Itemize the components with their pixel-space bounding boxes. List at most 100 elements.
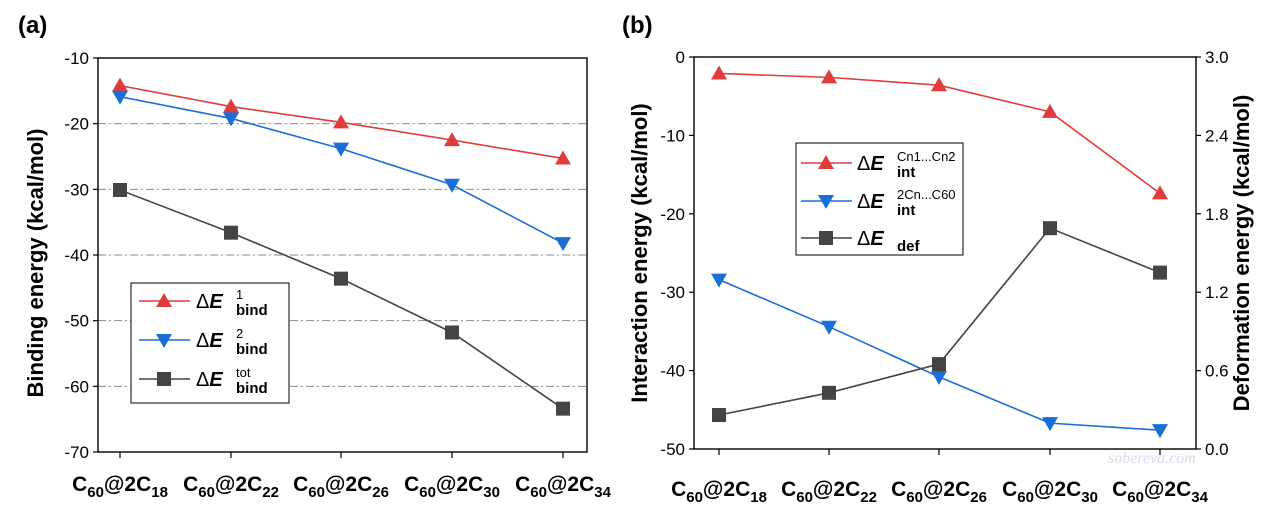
y-tick-label: 0 [676, 48, 685, 67]
x-tick-label: C60@2C22 [183, 473, 279, 501]
data-point [712, 408, 726, 423]
y-tick-label: -30 [660, 283, 685, 302]
data-point [555, 237, 571, 252]
data-point [555, 150, 571, 165]
data-point [1153, 265, 1167, 280]
cat-mid: @2C [215, 473, 262, 496]
cat-mid: @2C [1034, 478, 1081, 501]
y-tick-label: -30 [64, 180, 89, 199]
cat-base: C [891, 478, 906, 501]
cat-mid: @2C [547, 473, 594, 496]
cat-sub1: 60 [686, 489, 703, 506]
cat-mid: @2C [104, 473, 151, 496]
legend-sup: tot [236, 365, 251, 380]
cat-sub2: 26 [372, 484, 389, 501]
legend-sup: 2 [236, 326, 243, 341]
cat-base: C [1112, 478, 1127, 501]
legend-sub: int [897, 202, 915, 219]
plot-frame [693, 56, 1197, 450]
legend-swatch-marker [819, 231, 833, 245]
data-point [931, 370, 947, 385]
cat-sub1: 60 [906, 489, 923, 506]
data-point [112, 77, 128, 92]
x-tick-label: C60@2C26 [891, 478, 987, 506]
y-tick-label: -50 [660, 440, 685, 459]
legend-swatch-marker [818, 195, 834, 209]
cat-base: C [183, 473, 198, 496]
legend-sub: bind [236, 380, 268, 397]
x-tick-label: C60@2C30 [1002, 478, 1098, 506]
x-tick-label: C60@2C22 [781, 478, 877, 506]
plot-frame [97, 57, 588, 453]
legend-label: ΔE tot bind [196, 365, 268, 397]
legend-delta: Δ [857, 191, 870, 213]
legend-label: ΔE def [857, 228, 921, 255]
cat-base: C [293, 473, 308, 496]
panel-b: (b)0-10-20-30-40-50 0.00.61.21.82.43.0C60… [622, 12, 1254, 506]
data-point [711, 65, 727, 80]
legend-delta: Δ [196, 330, 209, 352]
data-point [1042, 417, 1058, 432]
cat-mid: @2C [1144, 478, 1191, 501]
legend-label: ΔE 2Cn...C60 int [857, 187, 956, 219]
data-point [224, 225, 238, 240]
legend-label: ΔE 1 bind [196, 287, 268, 319]
cat-base: C [515, 473, 530, 496]
x-tick-label: C60@2C26 [293, 473, 389, 501]
legend-swatch-marker [157, 372, 171, 386]
legend-sup: Cn1...Cn2 [897, 149, 956, 164]
x-tick-label: C60@2C30 [404, 473, 500, 501]
cat-sub2: 30 [1081, 489, 1098, 506]
y-tick-label: -40 [64, 246, 89, 265]
panel-label-a: (a) [18, 12, 47, 39]
data-point [333, 142, 349, 157]
y-axis-label: Interaction energy (kcal/mol) [627, 103, 652, 403]
cat-base: C [781, 478, 796, 501]
legend-sup: 2Cn...C60 [897, 187, 956, 202]
y2-tick-label: 0.6 [1205, 362, 1229, 381]
cat-sub2: 22 [860, 489, 877, 506]
cat-sub1: 60 [87, 484, 104, 501]
y-tick-label: -50 [64, 312, 89, 331]
legend-e: E [870, 191, 884, 213]
legend-sub: def [897, 238, 921, 255]
cat-mid: @2C [923, 478, 970, 501]
data-point [444, 132, 460, 147]
x-tick-label: C60@2C18 [671, 478, 767, 506]
cat-base: C [1002, 478, 1017, 501]
y2-axis-label: Deformation energy (kcal/mol) [1229, 95, 1254, 412]
y-tick-label: -40 [660, 362, 685, 381]
legend-delta: Δ [857, 228, 870, 250]
data-point [444, 178, 460, 193]
y-tick-label: -60 [64, 377, 89, 396]
legend-e: E [209, 330, 223, 352]
data-point [711, 273, 727, 288]
data-point [822, 385, 836, 400]
y-axis-label: Binding energy (kcal/mol) [23, 129, 48, 398]
legend-label: ΔE Cn1...Cn2 int [857, 149, 956, 181]
y2-tick-label: 1.2 [1205, 283, 1229, 302]
legend-delta: Δ [857, 153, 870, 175]
y-tick-label: -20 [64, 115, 89, 134]
legend-e: E [870, 228, 884, 250]
data-point [333, 114, 349, 129]
y-tick-label: -20 [660, 205, 685, 224]
cat-sub2: 18 [151, 484, 168, 501]
cat-base: C [671, 478, 686, 501]
watermark: sobereva.com [1108, 450, 1196, 467]
y2-tick-label: 2.4 [1205, 126, 1229, 145]
cat-mid: @2C [325, 473, 372, 496]
legend-e: E [209, 369, 223, 391]
data-point [223, 112, 239, 127]
cat-sub1: 60 [796, 489, 813, 506]
legend-delta: Δ [196, 369, 209, 391]
cat-base: C [72, 473, 87, 496]
legend-e: E [209, 291, 223, 313]
legend-sub: int [897, 164, 915, 181]
x-tick-label: C60@2C34 [515, 473, 612, 501]
legend-sup: 1 [236, 287, 243, 302]
